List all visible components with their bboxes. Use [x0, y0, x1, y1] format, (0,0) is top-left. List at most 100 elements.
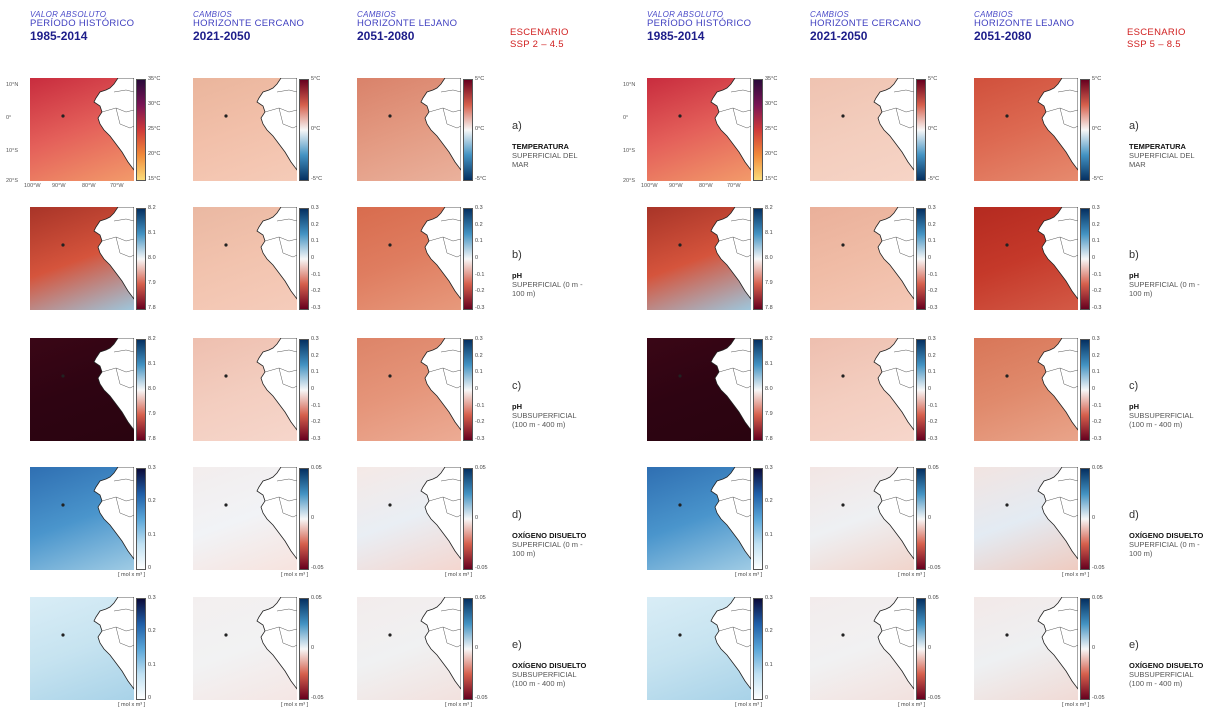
scenario-line-l2: SSP 5 – 8.5	[1127, 38, 1181, 50]
galapagos-islands	[224, 503, 228, 507]
colorbar-tick: 8.0	[148, 386, 156, 392]
y-axis-label: 0°	[6, 115, 12, 121]
colorbar-tick: 0	[148, 695, 152, 701]
colorbar-tick: -0.3	[928, 436, 938, 442]
colorbar-tick: 0.1	[1092, 369, 1100, 376]
colorbar-tick: 0.1	[928, 238, 936, 245]
header-line-l2: HORIZONTE LEJANO	[357, 18, 458, 30]
header-line-l1: CAMBIOS	[810, 10, 849, 19]
country-borders	[1045, 608, 1078, 648]
colorbar-tick: -0.1	[1092, 271, 1102, 278]
colorbar-tick: 0.05	[928, 595, 939, 601]
galapagos-islands	[841, 243, 845, 247]
map-ssp245-row1-col1	[30, 78, 134, 181]
colorbar-tick: 0	[475, 386, 479, 392]
colorbar-tick: 30°C	[765, 101, 778, 107]
colorbar	[299, 208, 309, 310]
colorbar-tick: -0.1	[311, 402, 321, 409]
colorbar	[916, 468, 926, 570]
country-borders	[1045, 218, 1078, 258]
colorbar-tick: 0.05	[1092, 465, 1103, 471]
row-variable: OXÍGENO DISUELTO	[1129, 531, 1204, 541]
scenario-line-l2: SSP 2 – 4.5	[510, 38, 564, 50]
colorbar-tick: 30°C	[148, 101, 161, 107]
country-borders	[264, 608, 297, 648]
colorbar-tick: 0.2	[928, 352, 936, 359]
colorbar-tick: -0.2	[311, 288, 321, 295]
colorbar-unit: [ mol x m³ ]	[281, 572, 309, 578]
colorbar	[299, 598, 309, 700]
row-letter: e)	[512, 639, 522, 651]
colorbar-tick: 7.9	[765, 280, 773, 286]
country-borders	[1045, 478, 1078, 518]
row-letter: a)	[512, 120, 522, 132]
country-borders	[264, 89, 297, 129]
country-borders	[1045, 89, 1078, 129]
row-variable: TEMPERATURA	[1129, 142, 1186, 152]
colorbar	[753, 598, 763, 700]
colorbar	[299, 468, 309, 570]
colorbar-tick: 7.8	[765, 305, 773, 311]
colorbar-tick: 0.3	[148, 465, 156, 471]
colorbar-tick: 5°C	[311, 76, 321, 82]
coastline	[1005, 467, 1078, 560]
colorbar-tick: -0.3	[311, 305, 321, 311]
galapagos-islands	[841, 374, 845, 378]
colorbar-unit: [ mol x m³ ]	[1062, 572, 1090, 578]
row-label-3: c) pH SUBSUPERFICIAL (100 m - 400 m)	[1129, 380, 1207, 429]
colorbar-tick: 0°C	[475, 126, 485, 132]
galapagos-islands	[678, 374, 682, 378]
colorbar-tick: 8.1	[765, 230, 773, 236]
coastline	[678, 207, 751, 300]
map-ssp585-row1-col1	[647, 78, 751, 181]
map-ssp245-row5-col2	[193, 597, 297, 700]
row-variable: pH	[1129, 271, 1139, 281]
header-line-l2: HORIZONTE CERCANO	[193, 18, 305, 30]
map-ssp245-row4-col1	[30, 467, 134, 570]
colorbar-unit: [ mol x m³ ]	[281, 702, 309, 708]
colorbar-tick: 8.2	[148, 205, 156, 211]
colorbar-tick: 0.2	[148, 498, 156, 505]
map-ssp585-row3-col2	[810, 338, 914, 441]
x-axis-label: 100°W	[641, 183, 658, 189]
colorbar-tick: 7.9	[148, 280, 156, 286]
colorbar-tick: 0.1	[1092, 238, 1100, 245]
colorbar	[1080, 598, 1090, 700]
scenario-label: ESCENARIO SSP 2 – 4.5	[510, 27, 569, 51]
colorbar-tick: 0	[311, 255, 315, 261]
colorbar-tick: 0	[311, 645, 315, 651]
country-borders	[881, 89, 914, 129]
map-ssp585-row5-col3	[974, 597, 1078, 700]
map-ssp245-row3-col1	[30, 338, 134, 441]
colorbar	[136, 208, 146, 310]
coastline	[388, 597, 461, 690]
colorbar-tick: 0.2	[928, 221, 936, 228]
colorbar-unit: [ mol x m³ ]	[445, 702, 473, 708]
colorbar-tick: -0.2	[1092, 419, 1102, 426]
colorbar-tick: 5°C	[928, 76, 938, 82]
map-ssp585-row2-col2	[810, 207, 914, 310]
coastline	[678, 338, 751, 431]
column-header-2: CAMBIOS HORIZONTE CERCANO 2021-2050	[193, 10, 304, 44]
colorbar-tick: 0.2	[148, 628, 156, 635]
map-ssp245-row4-col3	[357, 467, 461, 570]
colorbar	[753, 79, 763, 181]
map-ssp245-row3-col2	[193, 338, 297, 441]
colorbar-unit: [ mol x m³ ]	[1062, 702, 1090, 708]
colorbar-unit: [ mol x m³ ]	[898, 702, 926, 708]
colorbar-tick: -5°C	[475, 176, 487, 182]
colorbar-tick: -0.05	[928, 565, 941, 571]
map-ssp245-row5-col1	[30, 597, 134, 700]
colorbar-tick: 0.3	[1092, 205, 1100, 211]
colorbar-tick: 7.9	[148, 411, 156, 417]
coastline	[841, 78, 914, 171]
row-layer: SUPERFICIAL DEL MAR	[512, 151, 578, 170]
row-layer: SUBSUPERFICIAL (100 m - 400 m)	[1129, 411, 1194, 430]
galapagos-islands	[61, 374, 65, 378]
colorbar-tick: 8.1	[765, 361, 773, 367]
coastline	[61, 597, 134, 690]
colorbar-tick: -0.3	[475, 305, 485, 311]
galapagos-islands	[678, 503, 682, 507]
galapagos-islands	[224, 633, 228, 637]
colorbar-tick: -0.2	[928, 288, 938, 295]
